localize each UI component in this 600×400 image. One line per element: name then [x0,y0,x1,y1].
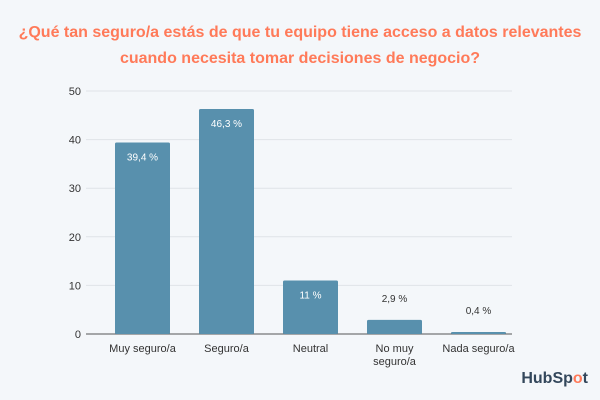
x-tick-label: Seguro/a [204,343,250,355]
y-tick-label: 10 [69,280,81,292]
x-tick-label: Muy seguro/a [109,343,177,355]
y-tick-label: 30 [69,183,81,195]
x-tick-label: Neutral [293,343,328,355]
data-label: 39,4 % [127,153,158,164]
data-label: 46,3 % [211,119,242,130]
hubspot-logo: HubSpot [521,370,588,387]
bar [115,142,170,334]
y-tick-label: 20 [69,232,81,244]
x-tick-label: seguro/a [373,356,417,368]
y-tick-label: 40 [69,135,81,147]
x-tick-label: No muy [376,343,414,355]
bar [451,332,506,334]
y-tick-label: 50 [69,86,81,98]
chart-title: ¿Qué tan seguro/a estás de que tu equipo… [18,24,582,67]
y-tick-label: 0 [75,329,81,341]
bar [199,108,254,335]
bar [283,280,338,334]
data-label: 2,9 % [382,294,408,305]
data-label: 11 % [299,291,321,302]
bar [367,319,422,334]
data-label: 0,4 % [466,306,492,317]
x-tick-label: Nada seguro/a [442,343,515,355]
